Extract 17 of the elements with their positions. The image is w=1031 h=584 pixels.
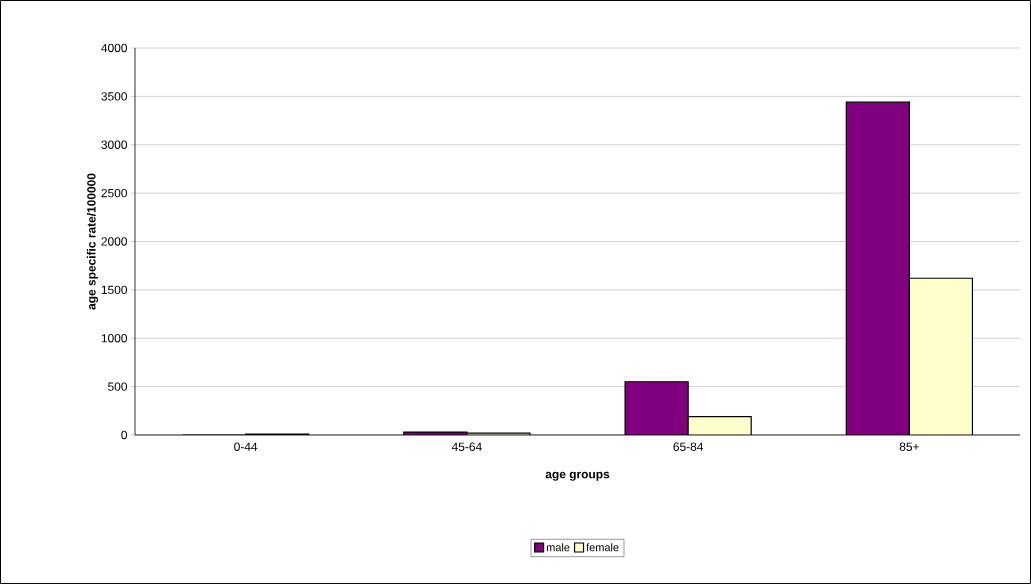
x-tick-label: 65-84	[673, 442, 704, 451]
y-tick-label: 2000	[101, 237, 128, 246]
y-tick-label: 500	[108, 382, 128, 391]
legend-label: female	[586, 543, 619, 552]
y-tick-label: 3500	[101, 92, 128, 101]
y-tick-label: 1500	[101, 285, 128, 295]
x-tick-label: 0-44	[234, 442, 258, 451]
x-tick-label: 85+	[899, 442, 919, 451]
x-axis-title: age groups	[545, 471, 610, 481]
y-axis-title: age specific rate/100000	[86, 173, 99, 310]
legend-label: male	[546, 543, 570, 552]
y-tick-label: 4000	[101, 43, 128, 53]
y-tick-label: 3000	[101, 140, 128, 149]
x-tick-label: 45-64	[451, 442, 482, 451]
y-tick-label: 1000	[101, 334, 128, 343]
y-tick-label: 2500	[101, 188, 128, 198]
y-tick-label: 0	[121, 430, 128, 440]
